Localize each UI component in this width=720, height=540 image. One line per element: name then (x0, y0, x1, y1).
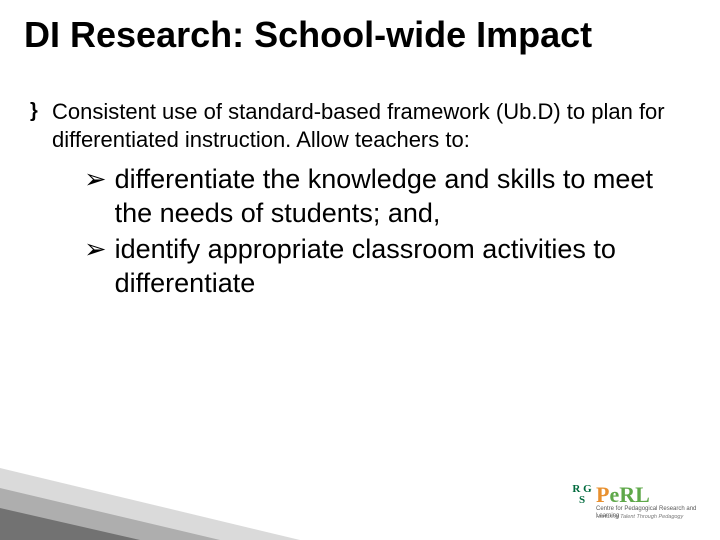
bullet-item: } Consistent use of standard-based frame… (30, 98, 666, 154)
logo-rgs-text: R G S (570, 484, 594, 506)
arrow-icon: ➢ (84, 162, 107, 196)
bullet-marker-icon: } (30, 98, 44, 124)
logo-letter-e: e (609, 482, 619, 507)
logo-main-text: PeRL (596, 482, 650, 508)
sub-bullet-text: identify appropriate classroom activitie… (115, 232, 666, 300)
sub-bullet-text: differentiate the knowledge and skills t… (115, 162, 666, 230)
triangle-shape (0, 508, 140, 540)
perl-logo: R G S PeRL Centre for Pedagogical Resear… (570, 482, 700, 526)
arrow-icon: ➢ (84, 232, 107, 266)
triangle-shape (0, 488, 220, 540)
bullet-text: Consistent use of standard-based framewo… (52, 98, 666, 154)
triangle-shape (0, 468, 300, 540)
logo-letters-rl: RL (619, 482, 650, 507)
logo-tagline: Nurturing Talent Through Pedagogy (596, 514, 683, 520)
slide-title: DI Research: School-wide Impact (24, 14, 696, 56)
corner-decoration (0, 430, 360, 540)
logo-letter-p: P (596, 482, 609, 507)
sub-bullet-item: ➢ identify appropriate classroom activit… (84, 232, 666, 300)
slide-body: } Consistent use of standard-based frame… (30, 98, 666, 302)
slide: DI Research: School-wide Impact } Consis… (0, 0, 720, 540)
sub-bullet-item: ➢ differentiate the knowledge and skills… (84, 162, 666, 230)
sub-bullet-list: ➢ differentiate the knowledge and skills… (84, 162, 666, 300)
